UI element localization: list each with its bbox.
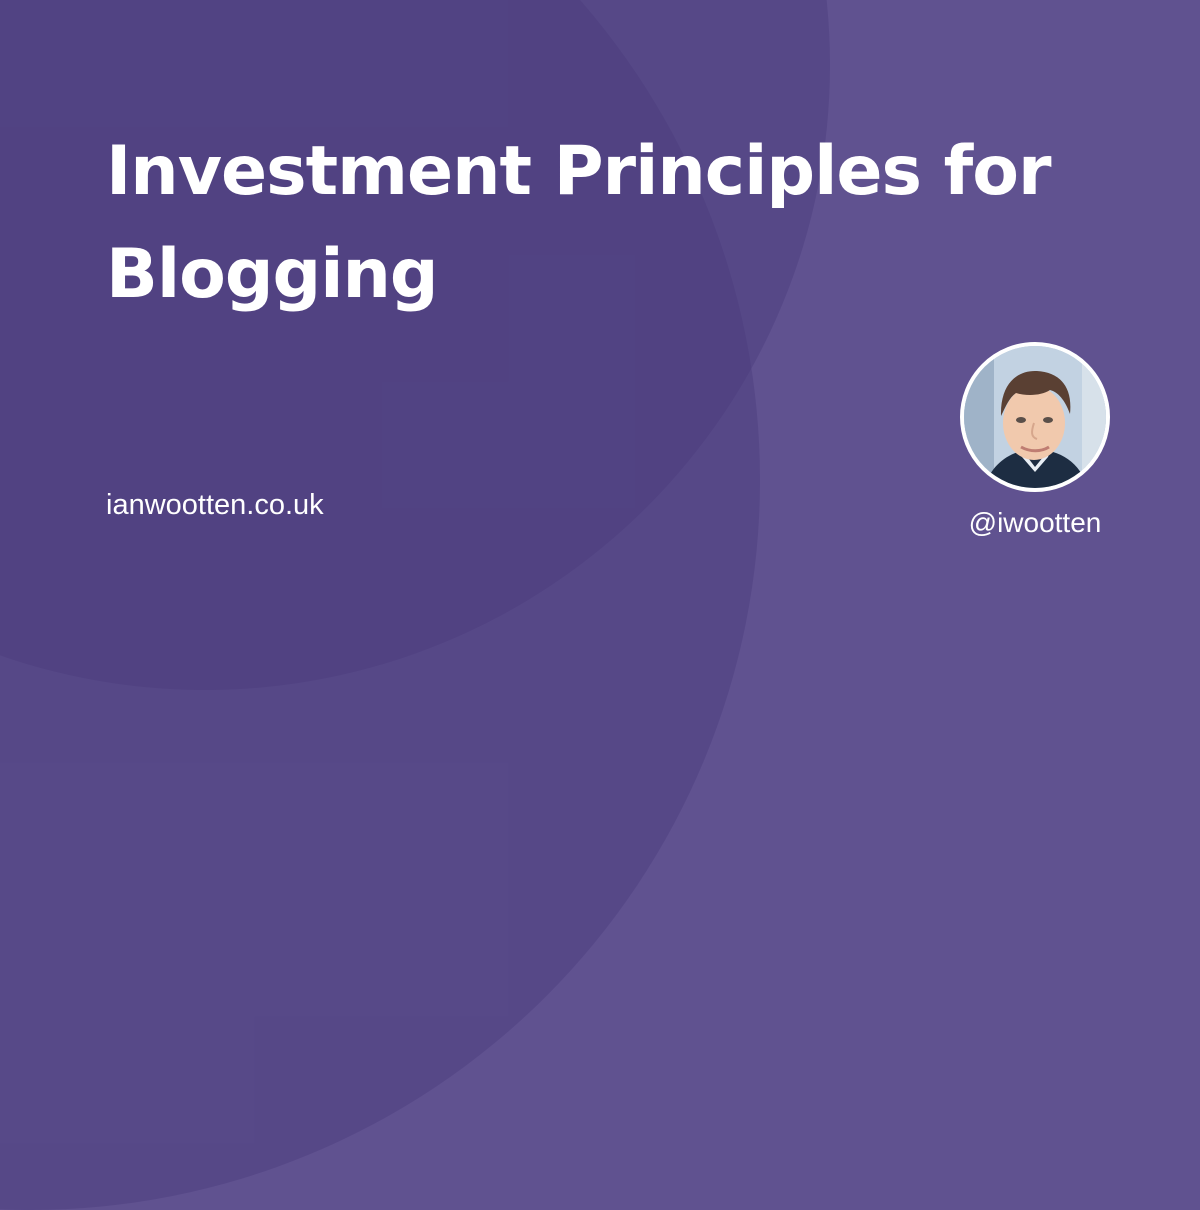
twitter-handle: @iwootten — [968, 507, 1102, 538]
site-url: ianwootten.co.uk — [106, 489, 324, 521]
author-photo-icon — [964, 346, 1106, 488]
post-title: Investment Principles for Blogging — [106, 132, 1052, 314]
author-avatar — [960, 342, 1110, 492]
